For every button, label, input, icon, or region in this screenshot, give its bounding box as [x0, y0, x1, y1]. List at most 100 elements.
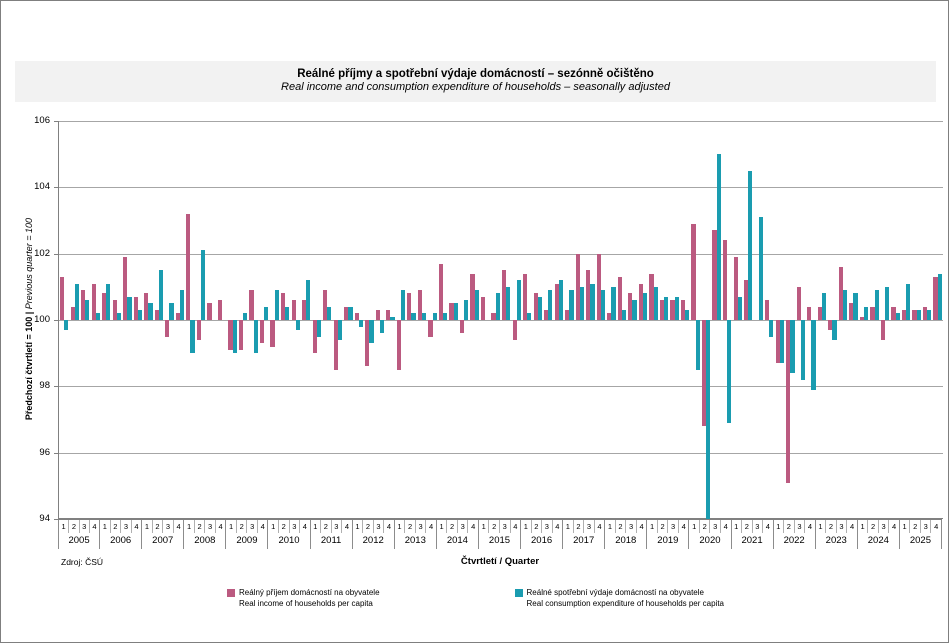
bar-income-2005q3 [81, 290, 86, 320]
bar-income-2018q1 [607, 313, 612, 320]
y-tick-mark-102 [54, 253, 58, 255]
year-label-2021: 2021 [741, 535, 763, 546]
quarter-label-2012-q4: 4 [386, 522, 392, 531]
bar-consumption-2022q4 [811, 320, 816, 390]
title-band: Reálné příjmy a spotřební výdaje domácno… [15, 61, 936, 102]
quarter-label-2023-q2: 2 [826, 520, 837, 533]
bar-consumption-2005q2 [74, 283, 79, 320]
bar-consumption-2017q2 [579, 286, 585, 320]
bar-consumption-2014q2 [453, 303, 458, 320]
year-label-2006: 2006 [110, 535, 132, 546]
year-label-2022: 2022 [783, 535, 805, 546]
bar-consumption-2022q3 [800, 320, 806, 380]
gridline-100 [59, 320, 943, 321]
bar-income-2007q1 [144, 293, 149, 320]
bar-income-2007q2 [154, 310, 159, 320]
legend-item-income: Reálný příjem domácností na obyvatele Re… [227, 587, 380, 609]
bar-income-2008q3 [207, 303, 212, 320]
quarter-label-2016-q1: 1 [521, 520, 532, 533]
bar-consumption-2018q2 [621, 310, 627, 320]
bar-consumption-2020q1 [695, 320, 700, 370]
quarter-label-2011-q1: 1 [311, 520, 322, 533]
quarter-label-2017-q3: 3 [584, 520, 595, 533]
bar-income-2017q1 [565, 310, 570, 320]
bar-income-2006q3 [123, 256, 128, 320]
quarter-label-2014-q4: 4 [471, 522, 476, 531]
bar-consumption-2006q1 [106, 283, 111, 320]
bar-consumption-2006q3 [127, 296, 132, 320]
bar-consumption-2016q4 [558, 280, 563, 320]
bar-consumption-2016q3 [548, 290, 553, 320]
x-axis-year-group-2021: 1 2 3 4 2021 [732, 520, 774, 549]
quarter-label-2012-q3: 3 [374, 520, 385, 533]
consumption-swatch-icon [514, 589, 523, 597]
bar-income-2025q4 [933, 276, 938, 320]
bar-income-2025q1 [901, 310, 907, 320]
quarter-label-2005-q1: 1 [59, 520, 70, 533]
bar-consumption-2017q4 [600, 290, 606, 320]
bar-income-2014q2 [449, 303, 454, 320]
bar-income-2010q1 [270, 320, 275, 347]
quarter-label-2022-q2: 2 [784, 520, 795, 533]
bar-consumption-2024q4 [895, 313, 900, 320]
quarter-label-2015-q4: 4 [513, 522, 518, 531]
quarter-label-2012-q1: 1 [353, 520, 364, 533]
bar-income-2021q1 [733, 256, 738, 320]
quarter-label-2009-q3: 3 [247, 520, 258, 533]
y-tick-label-106: 106 [34, 115, 50, 126]
bar-income-2024q3 [880, 320, 886, 340]
bar-consumption-2013q4 [432, 313, 437, 320]
bar-income-2020q2 [701, 320, 707, 427]
quarter-label-2015-q1: 1 [479, 520, 490, 533]
quarter-label-2016-q3: 3 [542, 520, 553, 533]
bar-income-2018q4 [638, 283, 643, 320]
quarter-label-2009-q4: 4 [260, 522, 265, 531]
year-label-2010: 2010 [278, 535, 300, 546]
bar-consumption-2025q1 [906, 283, 911, 320]
bar-income-2020q4 [723, 240, 728, 320]
quarter-label-2017-q4: 4 [597, 522, 602, 531]
bar-income-2022q1 [775, 320, 780, 364]
bar-income-2008q2 [196, 320, 201, 340]
quarter-label-2005-q4: 4 [92, 522, 97, 531]
income-swatch-icon [227, 589, 235, 597]
quarter-label-2018-q1: 1 [605, 520, 616, 533]
x-axis-year-group-2012: 1 2 3 4 2012 [353, 520, 395, 549]
bar-income-2022q4 [807, 306, 812, 320]
bar-income-2005q1 [60, 276, 65, 320]
x-axis-year-group-2024: 1 2 3 4 2024 [858, 520, 900, 549]
bar-income-2025q2 [912, 310, 917, 320]
bar-consumption-2006q4 [137, 310, 143, 320]
bar-consumption-2009q4 [264, 306, 269, 320]
bar-income-2023q4 [849, 303, 854, 320]
quarter-label-2016-q2: 2 [532, 520, 543, 533]
quarter-label-2024-q3: 3 [879, 520, 890, 533]
bar-income-2010q3 [291, 300, 296, 320]
bar-income-2014q3 [459, 320, 465, 334]
bar-consumption-2015q2 [495, 293, 500, 320]
y-tick-mark-94 [54, 519, 58, 520]
bar-consumption-2012q4 [390, 316, 395, 320]
x-axis-year-group-2008: 1 2 3 4 2008 [184, 520, 227, 549]
bar-consumption-2007q3 [169, 303, 174, 320]
y-tick-label-98: 98 [39, 380, 50, 392]
legend-income-czech: Reálný příjem domácností na obyvatele [239, 588, 380, 597]
bar-consumption-2023q1 [821, 293, 827, 320]
year-label-2009: 2009 [236, 535, 258, 546]
quarter-label-2006-q3: 3 [121, 520, 132, 533]
bar-income-2021q2 [744, 280, 749, 320]
bar-consumption-2016q1 [527, 313, 532, 320]
x-axis-year-group-2025: 1 2 3 4 2025 [900, 520, 942, 549]
y-tick-mark-100 [54, 320, 58, 321]
quarter-label-2018-q3: 3 [626, 520, 637, 533]
year-label-2023: 2023 [825, 535, 847, 546]
legend-item-consumption: Reálné spotřební výdaje domácností na ob… [514, 587, 724, 609]
bar-income-2011q1 [312, 320, 317, 354]
quarter-label-2024-q4: 4 [892, 522, 897, 531]
x-axis-year-group-2011: 1 2 3 4 2011 [311, 520, 353, 549]
